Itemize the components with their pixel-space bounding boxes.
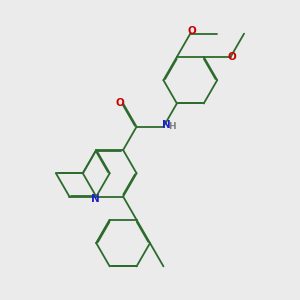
Text: H: H — [168, 122, 176, 131]
Text: N: N — [91, 194, 99, 204]
Text: O: O — [228, 52, 236, 62]
Text: N: N — [162, 120, 171, 130]
Text: O: O — [187, 26, 196, 37]
Text: O: O — [116, 98, 124, 109]
